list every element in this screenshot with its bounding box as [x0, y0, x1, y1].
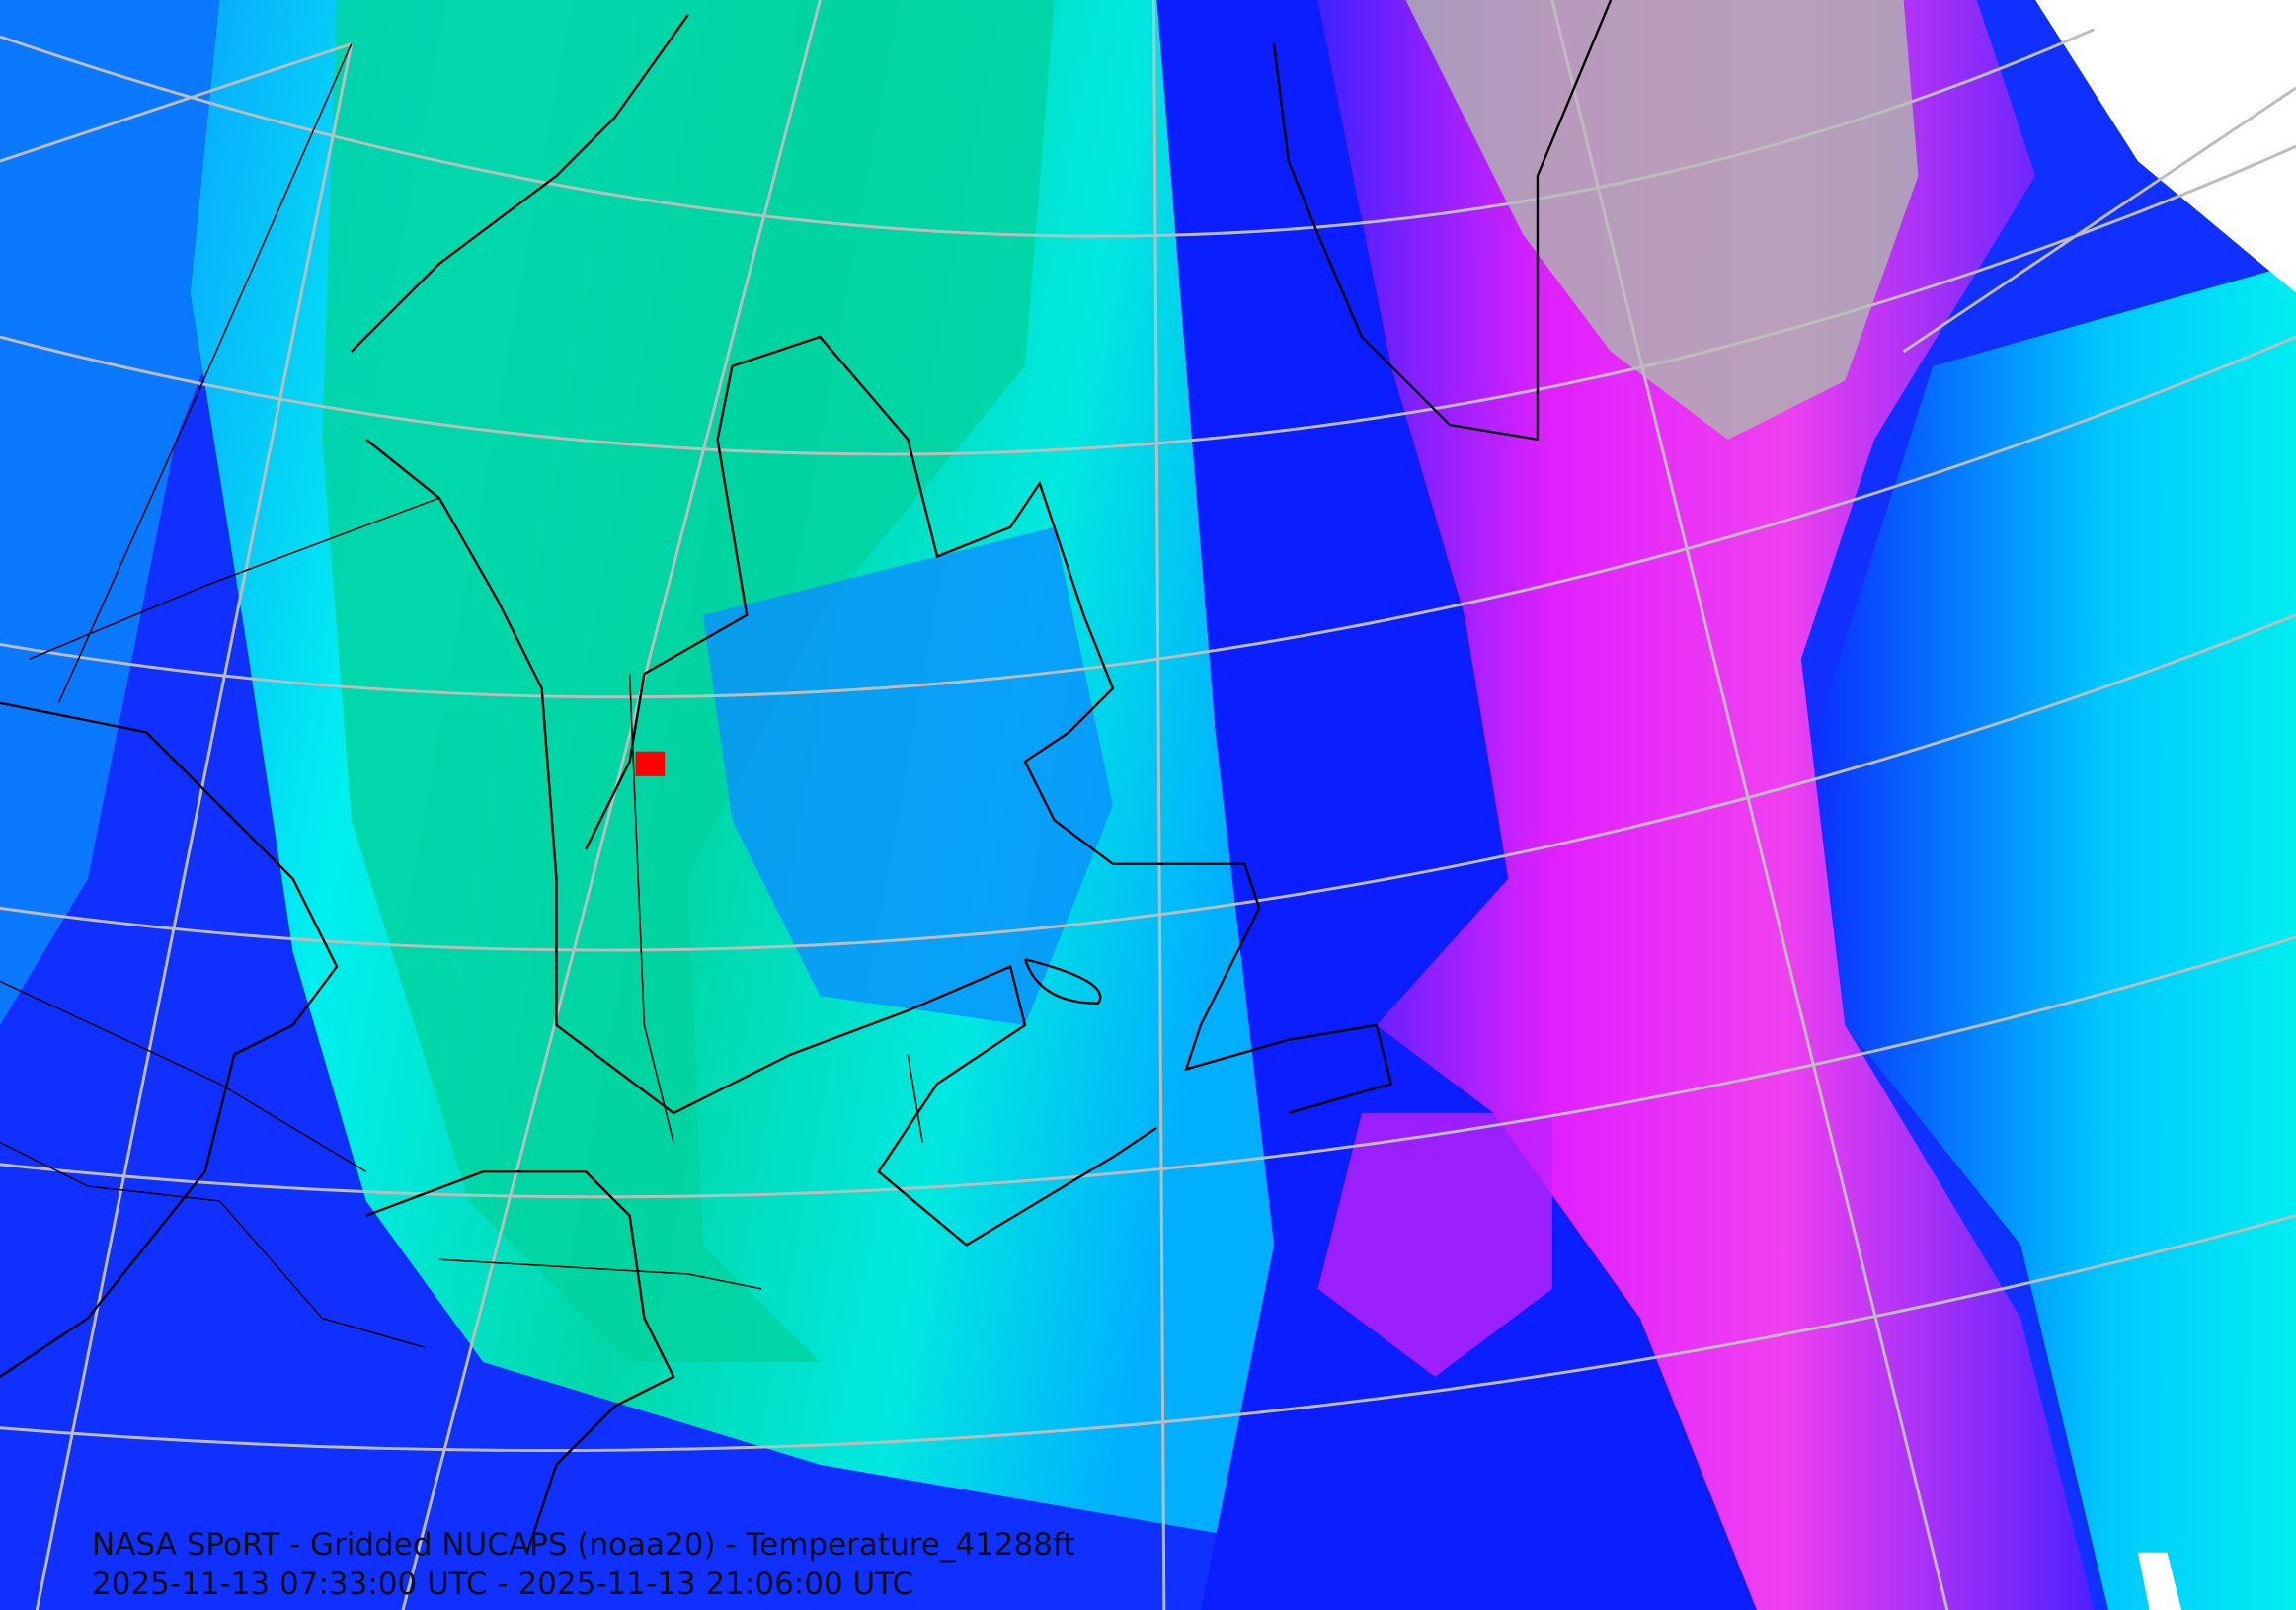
coastline: [1023, 958, 1102, 1005]
coastline: [365, 1170, 675, 1554]
field-region: [1815, 263, 2296, 1610]
field-region: [0, 0, 352, 1025]
latitude-line: [0, 144, 2296, 456]
field-region: [322, 0, 1055, 1363]
coastline: [585, 365, 749, 850]
latitude-line: [0, 935, 2296, 1199]
coastlines: [0, 0, 1613, 1554]
latitude-line: [0, 28, 2096, 238]
field-region: [1317, 1112, 1552, 1377]
field-region: [1317, 0, 2095, 1610]
longitude-line: [1902, 86, 2296, 354]
no-data: [2137, 1552, 2182, 1610]
coastline: [0, 701, 339, 1378]
coastline: [732, 335, 1393, 1115]
border: [0, 43, 923, 1348]
longitude-line: [35, 43, 354, 1610]
caption-title: NASA SPoRT - Gridded NUCAPS (noaa20) - T…: [92, 1527, 1075, 1563]
field-region: [702, 526, 1113, 1025]
coastline: [1272, 0, 1613, 442]
longitude-line: [0, 42, 353, 163]
coastline: [351, 14, 1158, 1247]
latitude-line: [0, 613, 2296, 952]
caption-time-range: 2025-11-13 07:33:00 UTC - 2025-11-13 21:…: [92, 1567, 913, 1602]
latitude-line: [0, 1214, 2296, 1452]
latitude-line: [0, 335, 2296, 699]
hot-pixel: [635, 751, 666, 776]
longitude-line: [1550, 0, 1949, 1610]
longitude-line: [401, 0, 822, 1610]
borders: [0, 43, 923, 1348]
no-data: [2035, 0, 2296, 293]
longitude-line: [1151, 0, 1166, 1610]
